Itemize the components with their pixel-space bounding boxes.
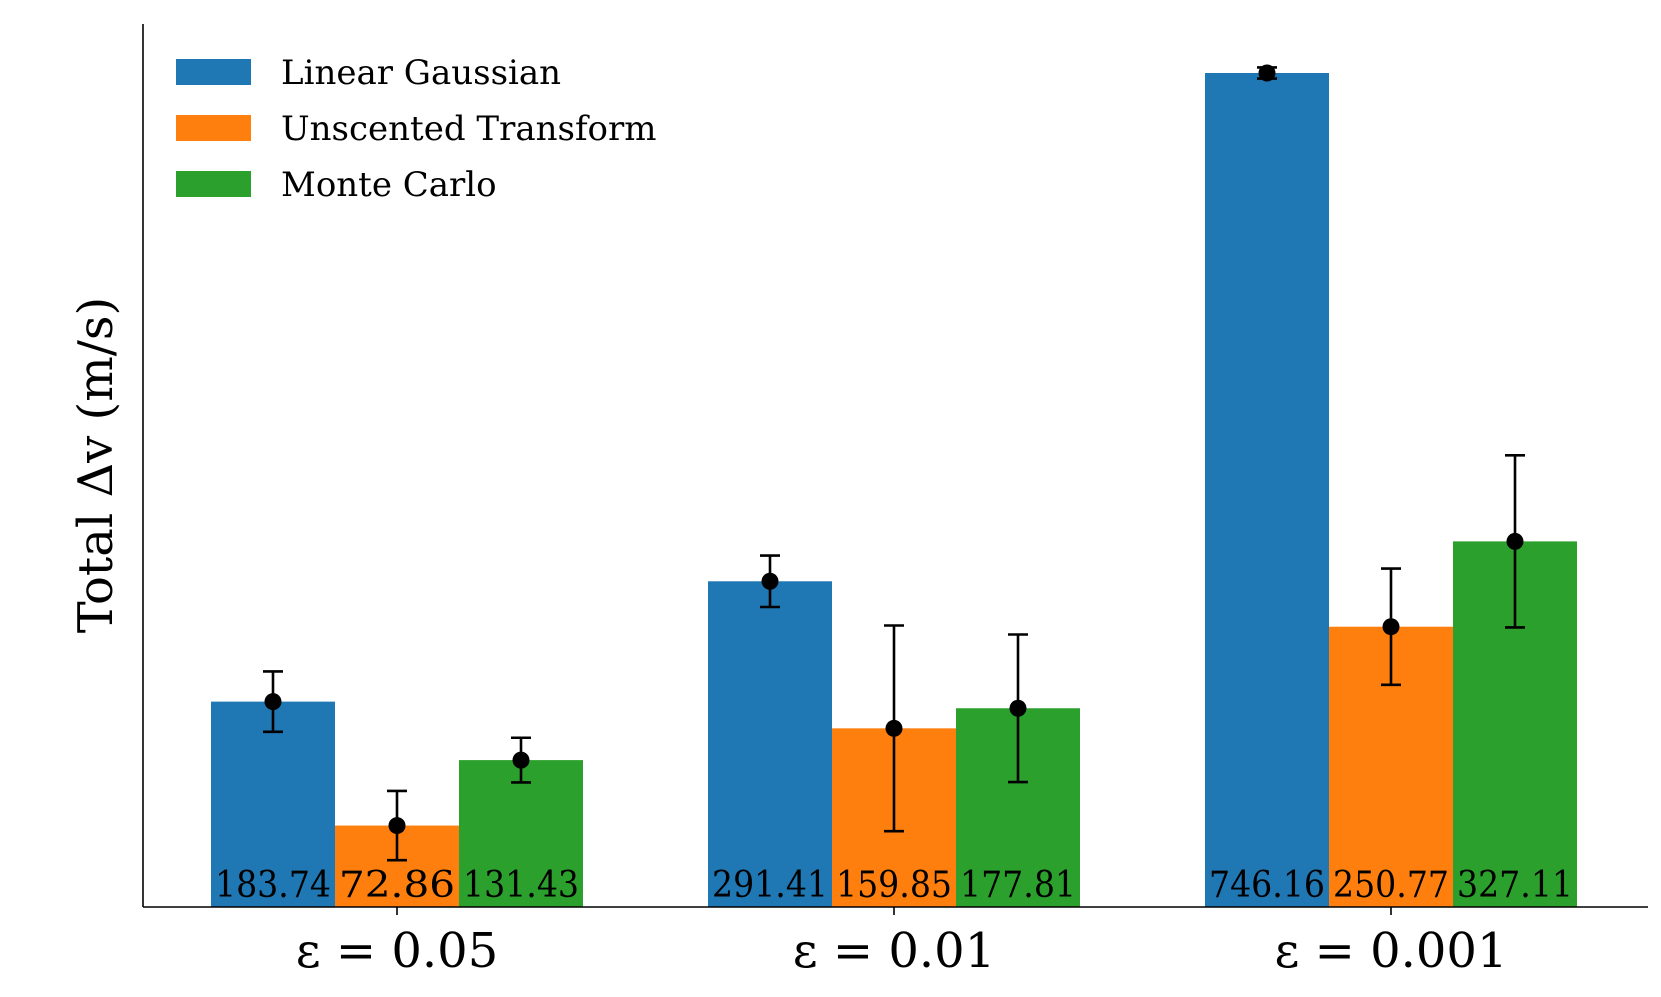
data-label: 183.74 xyxy=(215,865,331,906)
data-label: 159.85 xyxy=(836,865,952,906)
errorbars-layer xyxy=(263,64,1525,862)
mean-marker xyxy=(264,693,282,711)
x-tick-label: ε = 0.01 xyxy=(793,923,995,979)
mean-marker xyxy=(761,572,779,590)
legend-label: Monte Carlo xyxy=(281,165,497,205)
data-label: 72.86 xyxy=(339,865,455,906)
data-label: 131.43 xyxy=(463,865,579,906)
data-label: 250.77 xyxy=(1333,865,1449,906)
legend-swatch xyxy=(176,171,251,197)
mean-marker xyxy=(388,817,406,835)
data-label: 746.16 xyxy=(1209,865,1325,906)
data-label: 177.81 xyxy=(960,865,1076,906)
mean-marker xyxy=(1009,699,1027,717)
mean-marker xyxy=(1506,532,1524,550)
bar xyxy=(211,701,335,907)
legend: Linear Gaussian Unscented Transform Monte … xyxy=(176,53,657,205)
value-labels-layer: 183.74 72.86 131.43 291.41 159.85 177.81 746.1… xyxy=(215,865,1573,906)
y-axis-label: Total Δv (m/s) xyxy=(68,297,124,634)
legend-swatch xyxy=(176,59,251,85)
data-label: 291.41 xyxy=(712,865,828,906)
legend-label: Linear Gaussian xyxy=(281,53,561,93)
bar xyxy=(1205,73,1329,907)
bar xyxy=(708,581,832,907)
mean-marker xyxy=(1258,64,1276,82)
legend-label: Unscented Transform xyxy=(281,109,657,149)
x-ticks-layer: ε = 0.05 ε = 0.01 ε = 0.001 xyxy=(296,907,1508,979)
mean-marker xyxy=(1382,618,1400,636)
mean-marker xyxy=(885,719,903,737)
legend-swatch xyxy=(176,115,251,141)
data-label: 327.11 xyxy=(1457,865,1573,906)
mean-marker xyxy=(512,751,530,769)
bar xyxy=(459,760,583,907)
x-tick-label: ε = 0.05 xyxy=(296,923,498,979)
x-tick-label: ε = 0.001 xyxy=(1274,923,1507,979)
